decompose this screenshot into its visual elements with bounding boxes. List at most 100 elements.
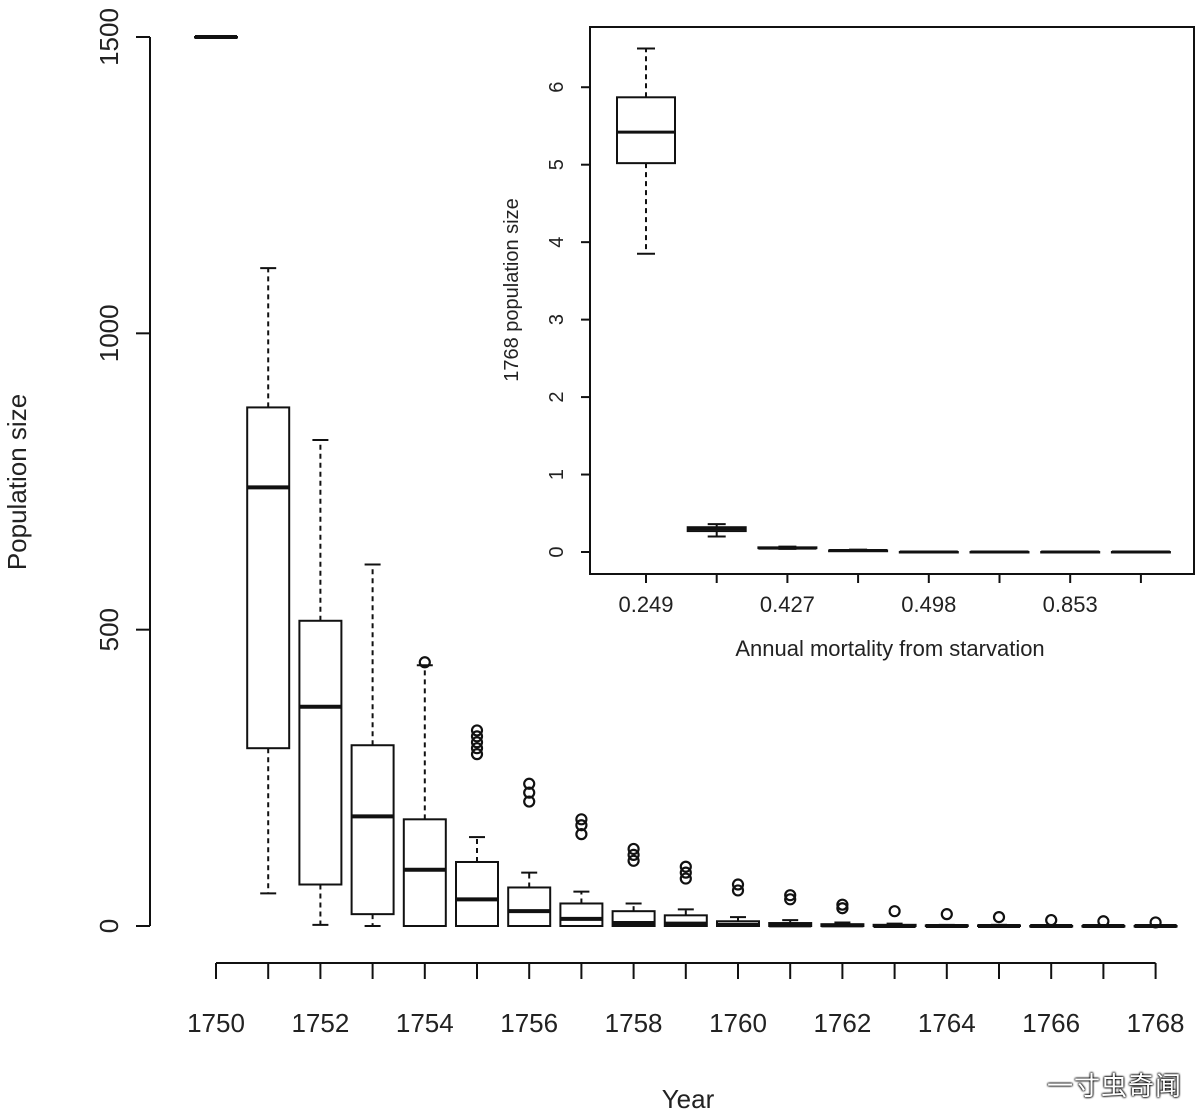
- inset-x-tick-label: 0.249: [618, 592, 673, 617]
- outlier-point: [418, 656, 431, 669]
- inset-box-group: [828, 548, 889, 553]
- outlier-point: [470, 730, 484, 743]
- outlier-point: [1045, 913, 1058, 927]
- outlier-point: [470, 736, 484, 749]
- outlier-point: [679, 872, 692, 885]
- box: [455, 860, 499, 928]
- box: [559, 902, 604, 927]
- box-group: [663, 860, 708, 927]
- outlier-point: [627, 842, 640, 856]
- inset-box-group: [1110, 550, 1171, 554]
- box: [402, 818, 447, 928]
- outlier-point: [784, 893, 797, 906]
- inset-box-group: [686, 523, 747, 538]
- box-group: [350, 563, 395, 927]
- outlier-point: [627, 854, 640, 867]
- outlier-point: [470, 724, 484, 737]
- box: [663, 914, 708, 927]
- inset-x-tick-label: 0.853: [1043, 592, 1098, 617]
- inset-boxplot: 0 1 2 3 4 5 6 1768 population size 0.249 0.427 0.4…: [501, 26, 1195, 661]
- box: [616, 96, 676, 165]
- x-tick-label: 1768: [1127, 1008, 1185, 1038]
- box: [298, 619, 343, 886]
- x-tick-label: 1752: [291, 1008, 349, 1038]
- outlier-point: [731, 884, 745, 897]
- outlier-point: [1097, 915, 1110, 928]
- inset-box-group: [757, 545, 818, 550]
- box-group: [402, 656, 447, 928]
- inset-box-group: [898, 550, 959, 554]
- outlier-point: [679, 866, 692, 879]
- box-group: [194, 35, 238, 39]
- inset-y-tick-label: 6: [546, 82, 568, 93]
- inset-box-group: [969, 550, 1030, 554]
- box-group: [1133, 916, 1178, 929]
- inset-x-axis-title: Annual mortality from starvation: [735, 636, 1044, 661]
- box-group: [820, 898, 865, 928]
- outlier-point: [679, 860, 692, 873]
- box: [507, 886, 552, 928]
- outlier-point: [731, 878, 745, 891]
- box-group: [246, 267, 291, 895]
- box-group: [455, 724, 499, 928]
- box-group: [872, 905, 917, 928]
- outlier-point: [575, 813, 588, 826]
- box-group: [924, 908, 969, 928]
- box-group: [768, 889, 813, 928]
- outlier-point: [470, 742, 484, 755]
- inset-box-group: [1040, 550, 1101, 554]
- outlier-point: [575, 828, 588, 841]
- outlier-point: [523, 786, 536, 799]
- inset-x-tick-label: 0.498: [901, 592, 956, 617]
- watermark: 一寸虫奇闻: [1046, 1072, 1182, 1102]
- box: [246, 406, 291, 750]
- box-group: [977, 911, 1021, 928]
- box-group: [507, 777, 552, 928]
- x-tick-label: 1750: [187, 1008, 245, 1038]
- box-group: [611, 842, 656, 928]
- outlier-point: [627, 848, 640, 861]
- x-tick-label: 1754: [396, 1008, 454, 1038]
- outlier-point: [784, 889, 797, 902]
- x-axis-title: Year: [662, 1084, 715, 1113]
- y-tick-label: 1500: [94, 8, 124, 66]
- inset-y-tick-label: 4: [546, 237, 568, 248]
- inset-y-tick-label: 1: [546, 469, 568, 480]
- x-tick-label: 1760: [709, 1008, 767, 1038]
- inset-frame: [589, 26, 1195, 575]
- outlier-point: [575, 819, 588, 832]
- y-axis-title: Population size: [2, 394, 32, 570]
- x-tick-label: 1756: [500, 1008, 558, 1038]
- inset-x-tick-label: 0.427: [760, 592, 815, 617]
- y-tick-label: 0: [94, 919, 124, 933]
- inset-y-tick-label: 5: [546, 159, 568, 170]
- inset-y-tick-label: 3: [546, 314, 568, 325]
- outlier-point: [836, 902, 849, 915]
- outlier-point: [888, 905, 901, 918]
- inset-box-group: [616, 47, 676, 255]
- box-group: [716, 878, 760, 928]
- x-tick-label: 1764: [918, 1008, 976, 1038]
- outlier-point: [992, 911, 1006, 924]
- outlier-point: [470, 748, 484, 761]
- box-group: [1029, 913, 1074, 928]
- outlier-point: [523, 795, 536, 808]
- outlier-point: [836, 898, 849, 911]
- outlier-point: [1149, 916, 1162, 929]
- inset-y-axis-title: 1768 population size: [501, 198, 523, 381]
- x-tick-label: 1766: [1022, 1008, 1080, 1038]
- box: [350, 744, 395, 916]
- x-tick-label: 1758: [605, 1008, 663, 1038]
- box-group: [1081, 915, 1126, 928]
- outlier-point: [940, 908, 953, 921]
- inset-y-tick-label: 2: [546, 392, 568, 403]
- y-tick-label: 500: [94, 608, 124, 651]
- inset-y-tick-label: 0: [546, 546, 568, 557]
- x-tick-label: 1762: [813, 1008, 871, 1038]
- main-boxplot: 0 500 1000 1500 Population size 1750 1752 1754 1…: [2, 8, 1185, 1113]
- outlier-point: [523, 777, 536, 790]
- box-group: [298, 439, 343, 926]
- y-tick-label: 1000: [94, 304, 124, 362]
- box-group: [559, 813, 604, 927]
